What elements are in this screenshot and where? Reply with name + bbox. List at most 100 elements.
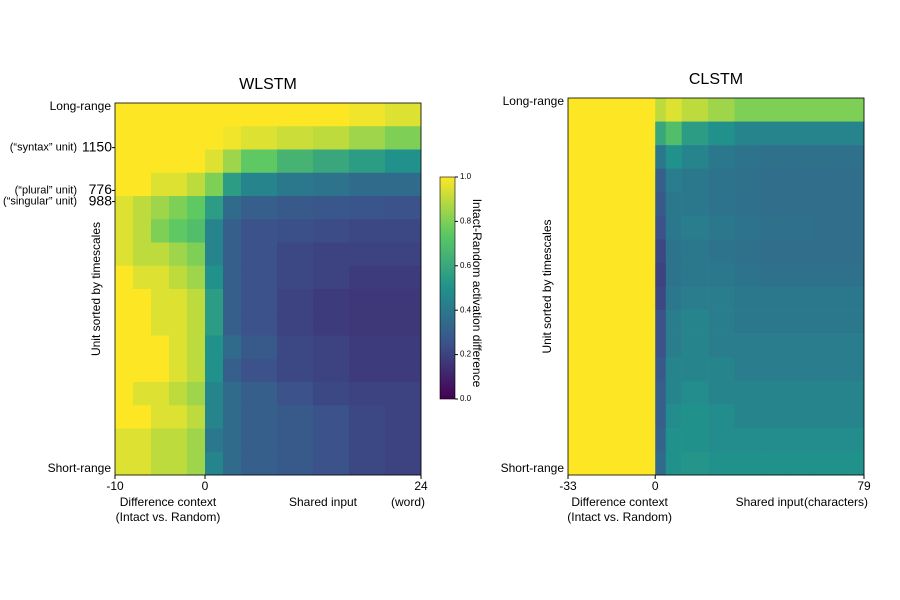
heatmap-cell <box>169 428 188 453</box>
heatmap-cell <box>787 121 815 146</box>
heatmap-cell <box>568 333 598 358</box>
heatmap-cell <box>681 427 709 452</box>
heatmap-cell <box>115 149 134 174</box>
heatmap-cell <box>665 98 682 122</box>
heatmap-cell <box>734 333 762 358</box>
heatmap-cell <box>313 126 350 150</box>
heatmap-cell <box>133 126 152 150</box>
heatmap-cell <box>813 333 841 358</box>
heatmap-cell <box>734 98 762 122</box>
heatmap-cell <box>597 427 627 452</box>
heatmap-cell <box>169 289 188 313</box>
heatmap-cell <box>205 312 224 336</box>
unit-annotation: (“plural” unit) <box>15 184 77 196</box>
heatmap-cell <box>205 149 224 174</box>
heatmap-cell <box>187 196 206 220</box>
heatmap-cell <box>169 149 188 174</box>
heatmap-cell <box>813 404 841 429</box>
context-label: Difference context <box>120 495 217 509</box>
colorbar-tick-label: 0.0 <box>460 394 472 403</box>
heatmap-cell <box>655 427 667 452</box>
heatmap-cell <box>241 219 278 243</box>
heatmap-cell <box>223 265 242 290</box>
heatmap-cell <box>708 239 735 264</box>
heatmap-cell <box>115 358 134 383</box>
heatmap-cell <box>223 312 242 336</box>
heatmap-cell <box>681 333 709 358</box>
heatmap-cell <box>734 192 762 217</box>
heatmap-cell <box>241 149 278 174</box>
heatmap-cell <box>385 196 422 220</box>
heatmap-cell <box>133 335 152 360</box>
heatmap-cell <box>115 289 134 313</box>
heatmap-cell <box>187 172 206 197</box>
unit-number: 988 <box>89 192 113 208</box>
heatmap-cell <box>313 312 350 336</box>
heatmap-cell <box>277 451 314 476</box>
heatmap-cell <box>133 312 152 336</box>
heatmap-cell <box>151 265 170 290</box>
heatmap-cell <box>734 427 762 452</box>
heatmap-cell <box>597 215 627 240</box>
heatmap-cell <box>115 428 134 453</box>
heatmap-cell <box>241 382 278 406</box>
heatmap-cell <box>187 219 206 243</box>
heatmap-cell <box>241 196 278 220</box>
heatmap-cell <box>568 192 598 217</box>
heatmap-cell <box>187 335 206 360</box>
heatmap-cell <box>385 103 422 127</box>
heatmap-cell <box>597 168 627 193</box>
heatmap-cell <box>708 427 735 452</box>
heatmap-cell <box>708 168 735 193</box>
heatmap-cell <box>665 380 682 405</box>
heatmap-cell <box>187 428 206 453</box>
y-top-label: Long-range <box>50 99 112 113</box>
unit-annotation: (“syntax” unit) <box>10 142 77 154</box>
heatmap-cell <box>681 404 709 429</box>
heatmap-cell <box>241 428 278 453</box>
heatmap-cell <box>787 310 815 334</box>
heatmap-cell <box>349 103 386 127</box>
heatmap-cell <box>205 289 224 313</box>
heatmap-cell <box>568 357 598 382</box>
heatmap-cell <box>151 242 170 267</box>
heatmap-cell <box>133 242 152 267</box>
heatmap-cell <box>655 310 667 334</box>
heatmap-cell <box>626 192 656 217</box>
heatmap-cell <box>385 451 422 476</box>
heatmap-cell <box>760 333 788 358</box>
heatmap-cell <box>385 172 422 197</box>
heatmap-cell <box>277 219 314 243</box>
heatmap-cell <box>277 103 314 127</box>
heatmap-cell <box>626 427 656 452</box>
heatmap-cell <box>277 405 314 429</box>
heatmap-cell <box>313 219 350 243</box>
heatmap-cell <box>223 149 242 174</box>
heatmap-cell <box>205 405 224 429</box>
heatmap-cell <box>760 404 788 429</box>
heatmap-cell <box>277 382 314 406</box>
heatmap-cell <box>151 428 170 453</box>
heatmap-cell <box>223 335 242 360</box>
heatmap-cell <box>568 286 598 311</box>
heatmap-cell <box>223 219 242 243</box>
heatmap-cell <box>760 121 788 146</box>
colorbar <box>439 176 456 400</box>
heatmap-cell <box>787 168 815 193</box>
heatmap-cell <box>708 310 735 334</box>
heatmap-cell <box>813 239 841 264</box>
heatmap-cell <box>187 405 206 429</box>
heatmap-cell <box>681 192 709 217</box>
heatmap-cell <box>734 145 762 169</box>
heatmap-cell <box>277 428 314 453</box>
heatmap-cell <box>734 168 762 193</box>
heatmap-cell <box>681 215 709 240</box>
heatmap-cell <box>187 265 206 290</box>
heatmap-cell <box>133 219 152 243</box>
heatmap-cell <box>241 172 278 197</box>
heatmap-cell <box>115 382 134 406</box>
heatmap-cell <box>223 358 242 383</box>
heatmap-cell <box>597 310 627 334</box>
heatmap-cell <box>313 335 350 360</box>
